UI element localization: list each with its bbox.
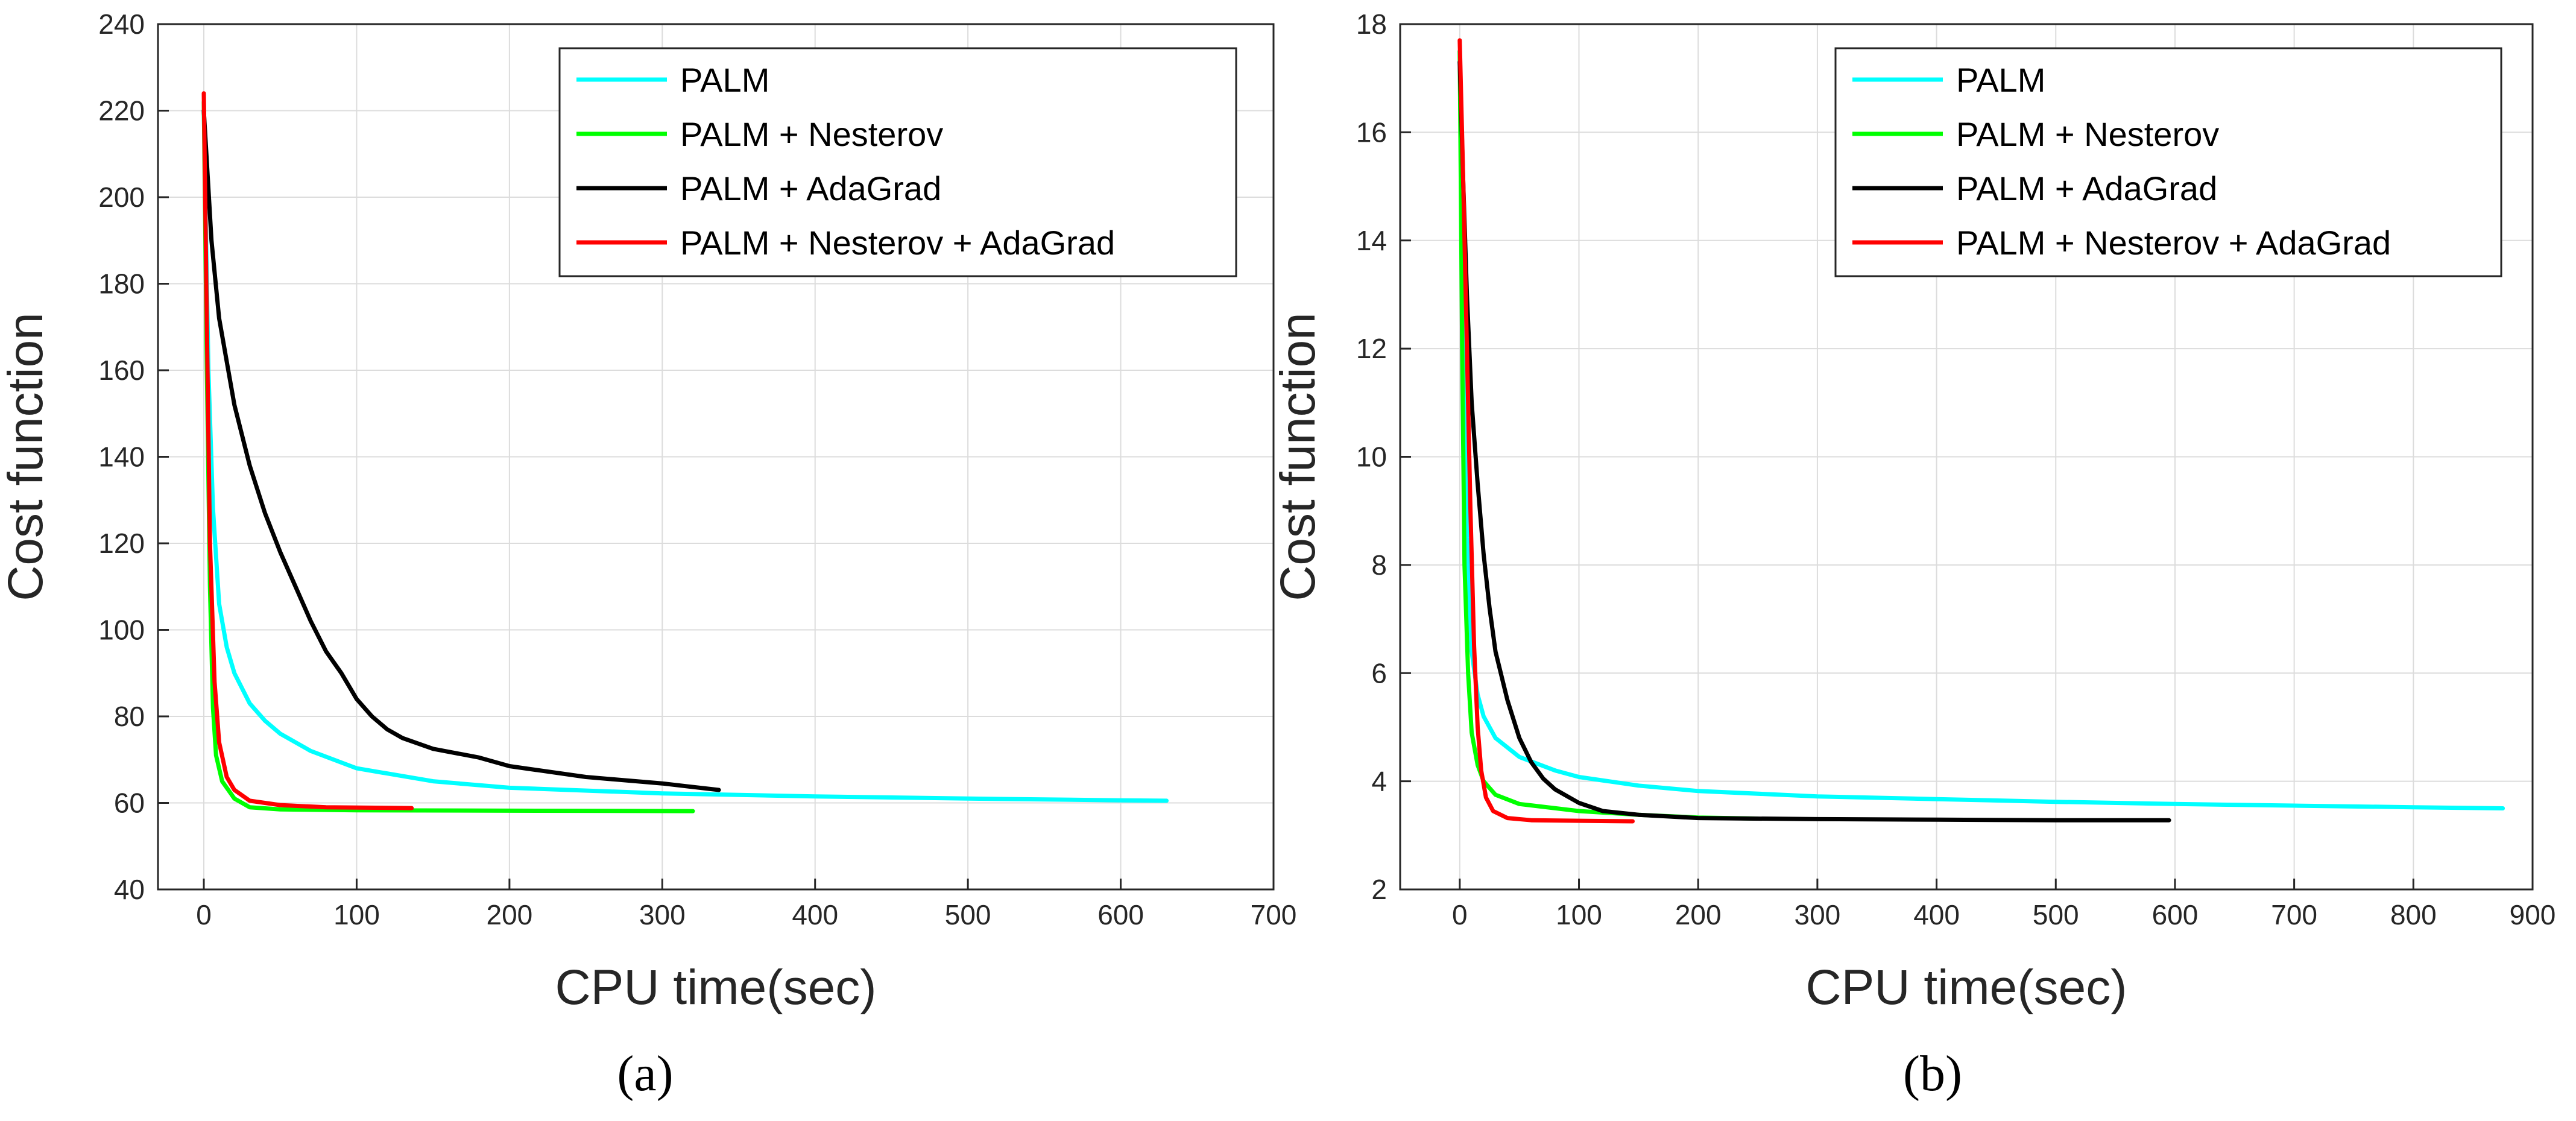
y-axis-label: Cost function (0, 312, 53, 601)
x-tick-label: 600 (1097, 899, 1144, 930)
x-tick-label: 0 (1452, 899, 1468, 930)
x-tick-label: 200 (487, 899, 533, 930)
y-tick-label: 2 (1371, 874, 1387, 905)
legend-label: PALM + Nesterov + AdaGrad (680, 224, 1115, 262)
x-axis-label: CPU time(sec) (1805, 960, 2127, 1015)
x-tick-label: 700 (1251, 899, 1297, 930)
y-tick-label: 18 (1356, 8, 1387, 40)
x-tick-label: 800 (2390, 899, 2437, 930)
y-tick-label: 240 (98, 8, 145, 40)
legend-label: PALM + Nesterov (1956, 115, 2219, 153)
x-tick-label: 500 (945, 899, 991, 930)
x-axis-label: CPU time(sec) (555, 960, 876, 1015)
panel-caption: (a) (617, 1046, 673, 1102)
x-tick-label: 500 (2033, 899, 2079, 930)
x-tick-label: 700 (2271, 899, 2317, 930)
legend-label: PALM + AdaGrad (1956, 169, 2217, 207)
y-tick-label: 220 (98, 95, 145, 127)
x-tick-label: 0 (196, 899, 212, 930)
y-tick-label: 8 (1371, 549, 1387, 581)
y-tick-label: 160 (98, 355, 145, 386)
legend: PALM PALM + Nesterov PALM + AdaGrad PALM + … (558, 47, 1237, 277)
y-tick-label: 14 (1356, 225, 1387, 256)
x-tick-label: 200 (1675, 899, 1722, 930)
y-tick-label: 100 (98, 614, 145, 646)
x-tick-label: 400 (1913, 899, 1960, 930)
x-tick-label: 100 (333, 899, 380, 930)
y-axis-label: Cost function (1271, 312, 1325, 601)
legend-box (558, 47, 1237, 277)
series-line-palm-adagrad (1457, 60, 2171, 823)
series-line-palm-adagrad (201, 109, 721, 792)
series-line-palm (1457, 49, 2505, 810)
x-tick-label: 400 (792, 899, 838, 930)
y-tick-label: 120 (98, 528, 145, 559)
y-tick-label: 10 (1356, 441, 1387, 473)
y-tick-label: 200 (98, 182, 145, 213)
series-line-palm-nesterov-adagrad (1457, 38, 1635, 824)
legend-label: PALM (1956, 61, 2045, 99)
legend-box (1834, 47, 2502, 277)
x-tick-label: 300 (1795, 899, 1841, 930)
x-tick-label: 100 (1556, 899, 1602, 930)
panel-caption: (b) (1903, 1046, 1962, 1102)
chart-panel-a: 0 100 200 300 400 500 600 700 40 60 80 100 120 140 160… (0, 8, 1296, 1102)
legend-label: PALM + AdaGrad (680, 169, 941, 207)
y-tick-label: 12 (1356, 333, 1387, 364)
y-tick-label: 180 (98, 268, 145, 300)
legend-label: PALM (680, 61, 769, 99)
y-tick-label: 16 (1356, 116, 1387, 148)
x-tick-label: 300 (639, 899, 686, 930)
y-tick-label: 4 (1371, 766, 1387, 797)
y-tick-label: 40 (114, 874, 145, 905)
series-line-palm (201, 109, 1169, 803)
y-tick-label: 60 (114, 788, 145, 819)
y-tick-label: 80 (114, 701, 145, 732)
legend: PALM PALM + Nesterov PALM + AdaGrad PALM + … (1834, 47, 2502, 277)
series-line-palm-nesterov-adagrad (201, 91, 414, 810)
chart-panel-b: 0 100 200 300 400 500 600 700 800 900 2 4 6 8 10 12 14 16… (1271, 8, 2555, 1102)
y-tick-label: 6 (1371, 657, 1387, 689)
x-tick-label: 900 (2510, 899, 2556, 930)
x-tick-label: 600 (2152, 899, 2199, 930)
y-tick-label: 140 (98, 441, 145, 473)
legend-label: PALM + Nesterov + AdaGrad (1956, 224, 2391, 262)
legend-label: PALM + Nesterov (680, 115, 943, 153)
